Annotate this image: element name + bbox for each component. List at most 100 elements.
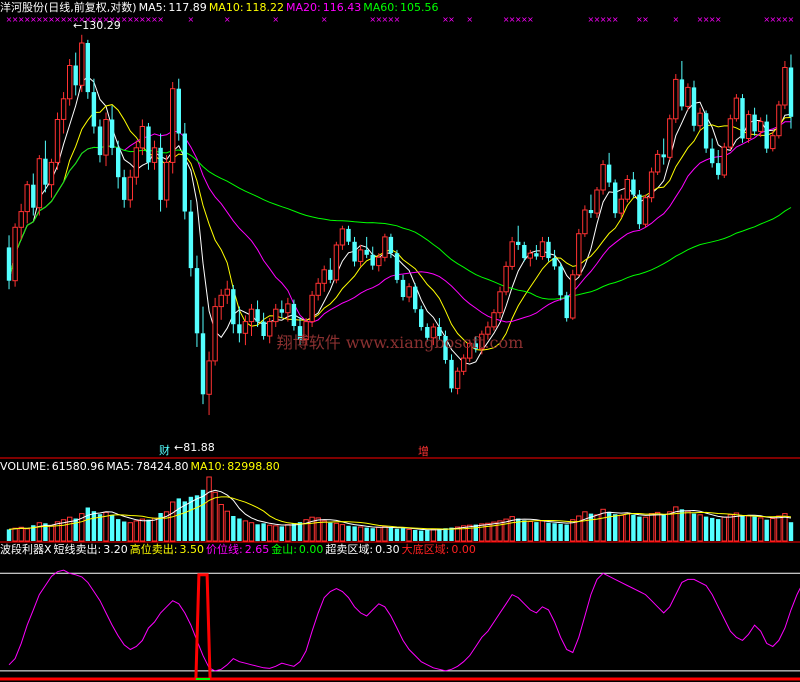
volume-bar [328, 522, 333, 541]
volume-bar [261, 523, 266, 541]
volume-bar [237, 518, 242, 541]
signal-cross-marker: × [188, 15, 195, 24]
volume-bar [642, 516, 649, 542]
ma5-label: MA5: [138, 1, 167, 14]
volume-bar [163, 511, 170, 542]
signal-cross-marker: × [588, 15, 595, 24]
watermark: 翔博软件 www.xiangbosoft.com [277, 333, 524, 352]
volume-bar [679, 509, 685, 541]
high-price-marker: ←130.29 [73, 19, 121, 32]
volume-bar [648, 513, 655, 542]
volume-bar [364, 527, 369, 541]
volume-bar [400, 528, 406, 541]
candle-body [133, 147, 140, 178]
candle-body [413, 286, 418, 310]
volume-ma10-line [8, 496, 792, 530]
volume-bar [558, 523, 563, 541]
volume-bar [224, 510, 231, 542]
candle-body [745, 114, 752, 139]
candle-body [364, 249, 369, 255]
signal-cross-marker: × [18, 15, 25, 24]
volume-bar [139, 518, 146, 542]
candle-body [679, 79, 685, 107]
candle-body [309, 294, 315, 323]
volume-bar [782, 513, 788, 542]
volume-bar [357, 526, 364, 542]
short-sell-label: 短线卖出: [53, 543, 102, 556]
signal-cross-marker: × [715, 15, 722, 24]
volume-bar [461, 525, 467, 542]
volume-bar [618, 514, 624, 542]
volume-bar [758, 517, 764, 542]
low-price-value: 81.88 [183, 441, 215, 454]
volume-bar [473, 524, 478, 541]
candle-body [394, 253, 400, 280]
volume-bar [516, 518, 521, 541]
signal-cross-marker: × [703, 15, 710, 24]
candle-body [388, 236, 394, 254]
volume-bar [170, 501, 176, 542]
signal-cross-marker: × [66, 15, 73, 24]
signal-cross-marker: × [503, 15, 510, 24]
volume-bar [122, 521, 127, 541]
volume-bar [697, 514, 703, 542]
bottom-label: 大底区域: [401, 543, 450, 556]
volume-bar [109, 514, 115, 541]
volume-bar [770, 518, 776, 542]
candle-body [303, 321, 309, 341]
volume-bar [151, 517, 158, 542]
candle-body [285, 303, 291, 314]
volume-bar [570, 519, 576, 542]
volume-bar [467, 524, 473, 542]
candle-body [654, 153, 661, 173]
vol-ma5-label: MA5: [106, 460, 135, 473]
oscillator-line [8, 569, 800, 672]
candle-body [218, 294, 224, 308]
candle-body [539, 241, 546, 258]
candle-body [467, 342, 473, 359]
volume-header: VOLUME: 61580.96 MA5: 78424.80 MA10: 829… [0, 460, 282, 474]
candle-body [588, 210, 594, 214]
volume-bar [425, 530, 430, 541]
volume-bar [12, 527, 18, 542]
candle-body [109, 119, 115, 148]
candle-body [176, 88, 181, 134]
candle-body [79, 42, 85, 86]
volume-bar [36, 522, 43, 542]
ma60-value: 105.56 [399, 1, 439, 14]
volume-bar [673, 506, 679, 542]
signal-cross-marker: × [12, 15, 19, 24]
signal-cross-marker: × [103, 15, 110, 24]
candle-body [6, 247, 12, 281]
candle-body [346, 228, 351, 242]
volume-bar [309, 516, 315, 542]
candle-body [570, 274, 576, 319]
signal-cross-marker: × [369, 15, 376, 24]
candle-body [36, 158, 43, 209]
low-price-marker: ←81.88 [174, 441, 215, 454]
signal-cross-marker: × [769, 15, 776, 24]
oversold-value: 0.30 [375, 543, 400, 556]
price-line-label: 价位线: [205, 543, 243, 556]
candle-body [357, 249, 364, 262]
candle-body [437, 327, 442, 336]
volume-bar [255, 524, 260, 542]
volume-bar [430, 528, 437, 542]
candle-body [733, 97, 740, 120]
signal-cross-marker: × [381, 15, 388, 24]
volume-bar [346, 525, 351, 541]
candle-body [637, 194, 642, 225]
volume-bar [413, 530, 418, 541]
candle-body [224, 288, 231, 296]
candle-body [485, 326, 491, 335]
ma10-line [8, 104, 792, 351]
candle-body [60, 98, 67, 120]
indicator-header: 波段利器X 短线卖出: 3.20 高位卖出: 3.50 价位线: 2.65 金山… [0, 543, 478, 557]
high-sell-value: 3.50 [179, 543, 204, 556]
volume-bar [103, 511, 109, 542]
volume-bar [534, 522, 539, 541]
candle-body [564, 295, 569, 319]
volume-bar [637, 516, 642, 541]
volume-bar [242, 520, 249, 542]
signal-cross-marker: × [36, 15, 43, 24]
